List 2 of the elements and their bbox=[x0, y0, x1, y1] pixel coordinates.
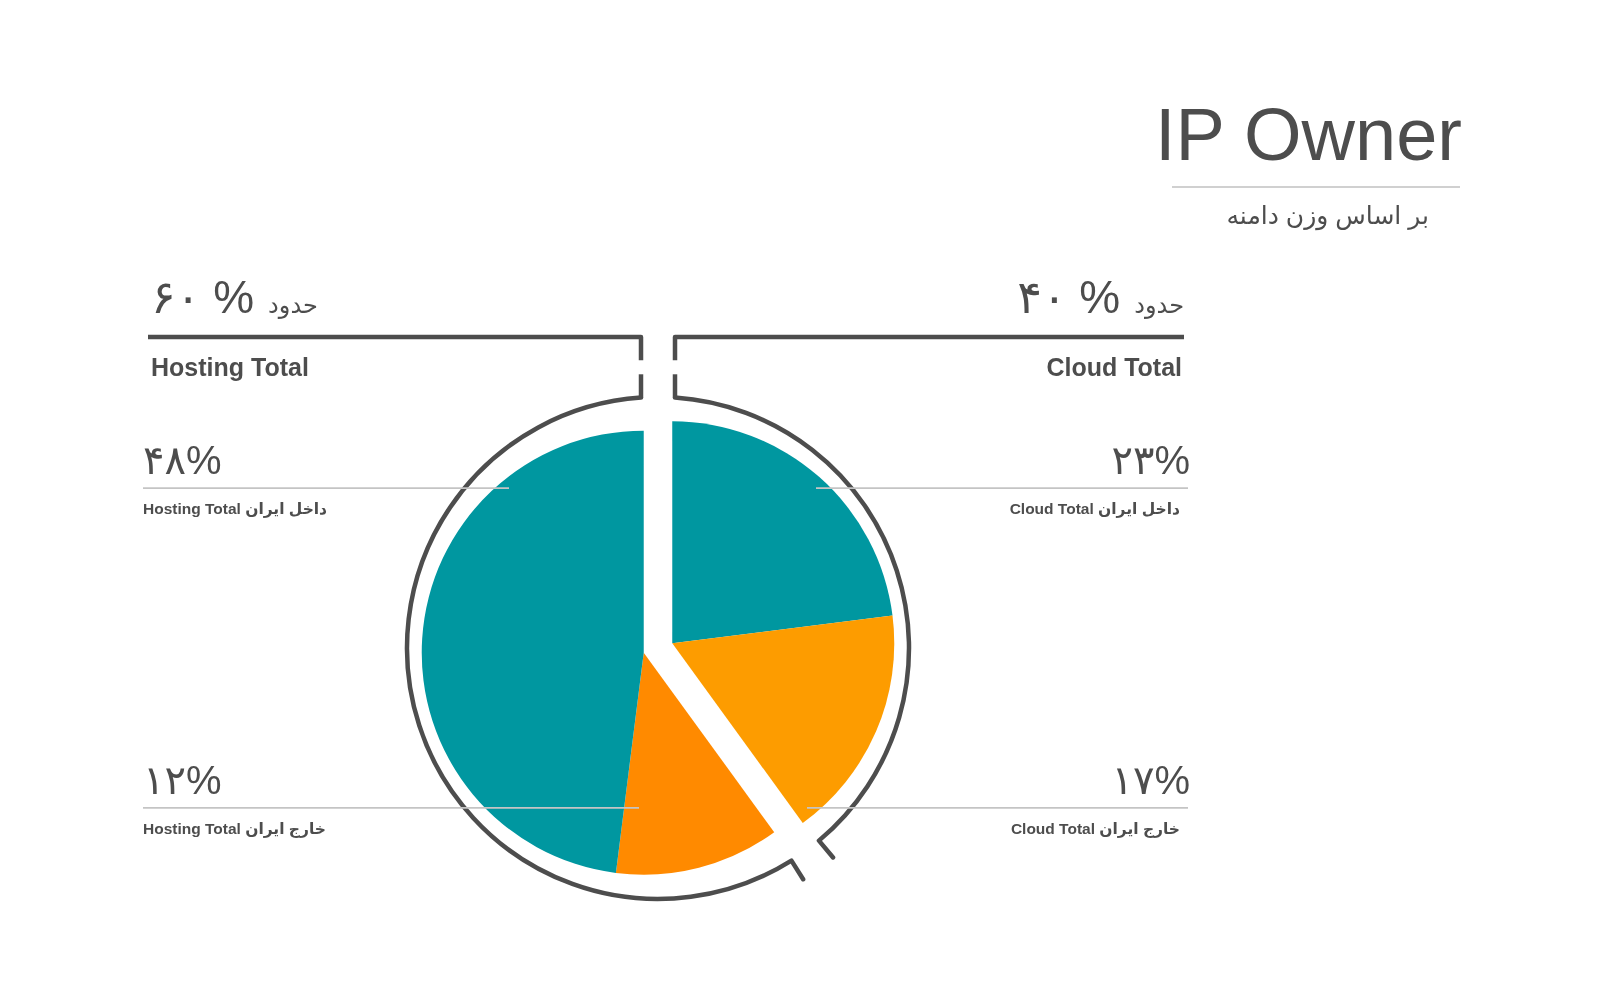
title: IP Owner bbox=[1154, 93, 1462, 176]
subtitle: بر اساس وزن دامنه bbox=[1226, 201, 1429, 229]
